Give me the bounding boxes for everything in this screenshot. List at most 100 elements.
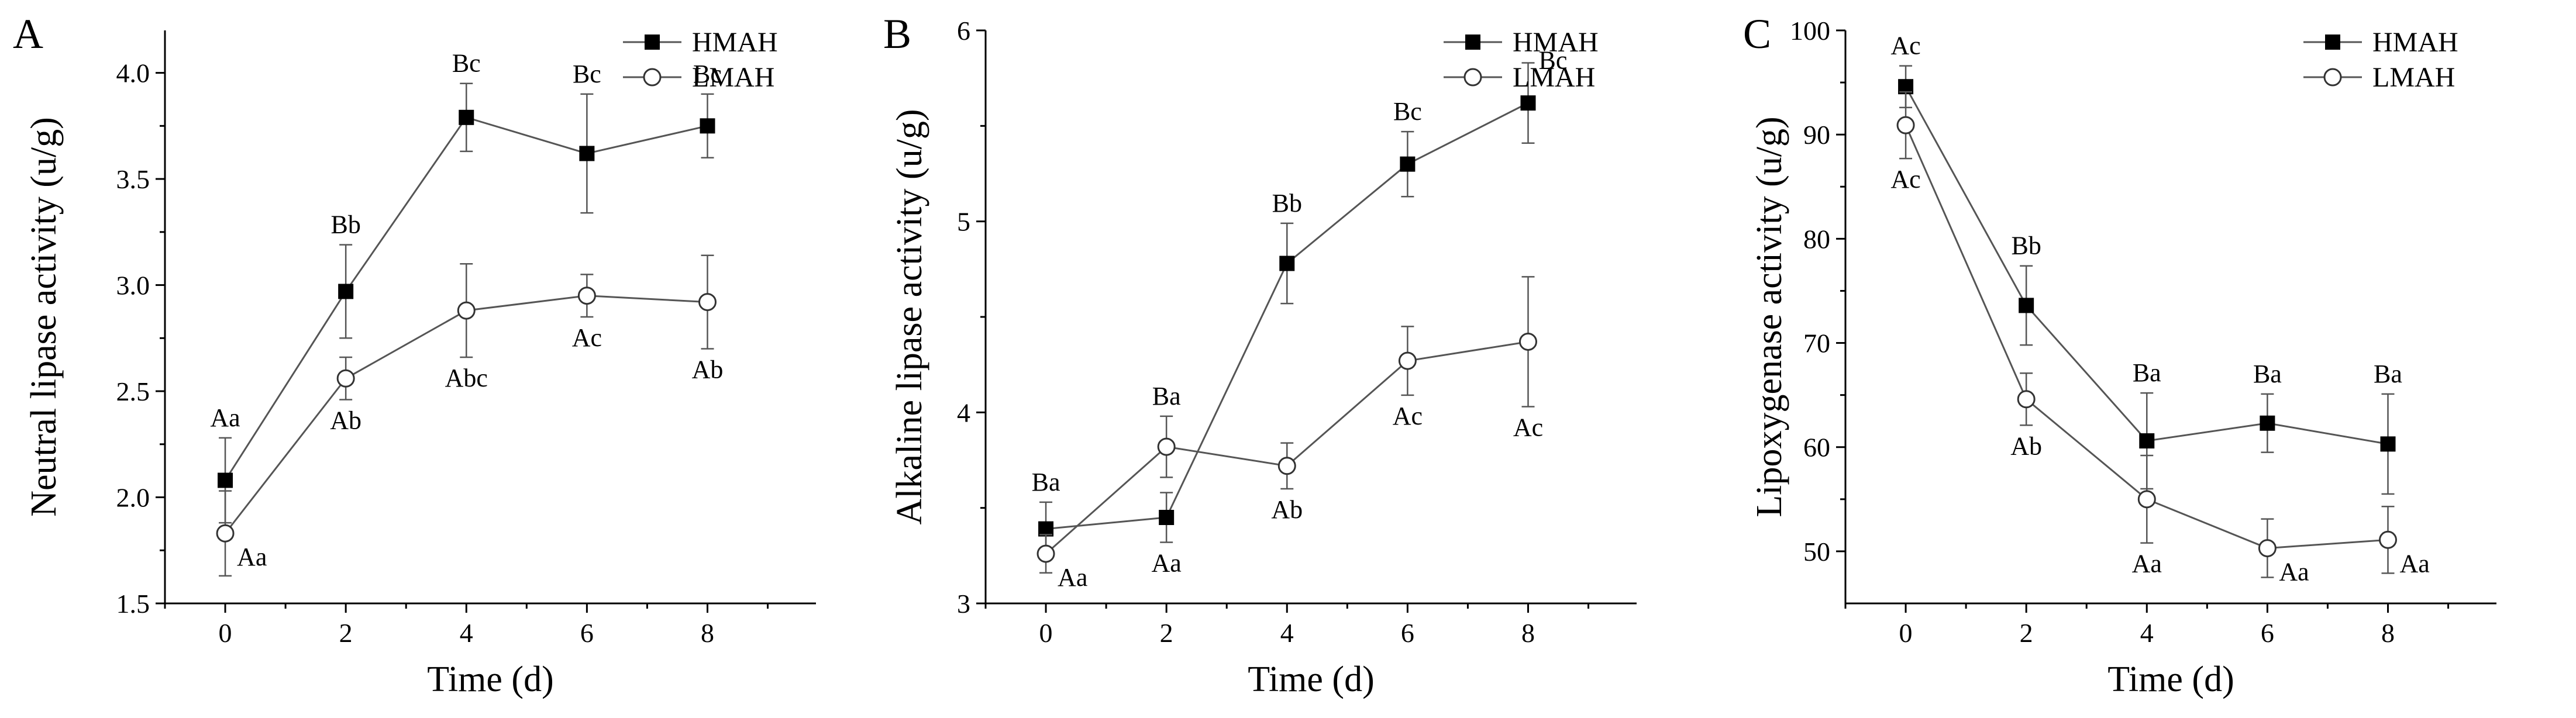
data-point-circle — [1277, 457, 1296, 475]
significance-label: Ac — [1513, 413, 1543, 442]
data-point-square — [2139, 433, 2155, 449]
data-point-square — [218, 472, 233, 488]
y-tick-label: 50 — [1803, 537, 1830, 567]
legend-item-lmah: LMAH — [623, 62, 774, 93]
significance-label: Aa — [2279, 558, 2309, 586]
legend-marker-square — [1465, 34, 1480, 50]
x-tick-label: 0 — [1899, 618, 1913, 648]
y-tick-label: 60 — [1803, 433, 1830, 462]
x-tick-label: 4 — [460, 618, 473, 648]
y-tick-label: 80 — [1803, 224, 1830, 254]
data-point-circle — [216, 524, 235, 543]
series-lmah: Ac Ab Aa Aa Aa — [1890, 91, 2430, 586]
data-point-square — [1520, 95, 1536, 111]
legend-item-hmah: HMAH — [623, 27, 778, 58]
significance-label: Aa — [2132, 550, 2162, 578]
y-axis-title: Lipoxygenase activity (u/g) — [1750, 116, 1789, 517]
data-point-circle — [2017, 390, 2036, 409]
y-tick-label: 4 — [957, 398, 970, 427]
legend-marker-circle — [1463, 68, 1482, 87]
legend-label: LMAH — [692, 62, 774, 93]
significance-label: Ab — [692, 355, 724, 384]
x-tick-label: 2 — [339, 618, 353, 648]
significance-label: Bb — [1272, 189, 1302, 218]
x-tick-label: 4 — [2140, 618, 2154, 648]
data-point-circle — [577, 286, 596, 305]
x-tick-label: 2 — [2020, 618, 2033, 648]
legend-label: HMAH — [2372, 27, 2458, 58]
data-point-circle — [1519, 332, 1537, 351]
significance-label: Bc — [452, 49, 481, 78]
significance-label: Ba — [2253, 360, 2282, 388]
data-point-square — [2019, 298, 2034, 313]
x-tick-label: 8 — [701, 618, 714, 648]
x-tick-label: 6 — [580, 618, 594, 648]
panel-letter: B — [883, 11, 911, 57]
data-point-circle — [1398, 351, 1417, 370]
legend-label: HMAH — [692, 27, 778, 58]
x-tick-label: 4 — [1280, 618, 1294, 648]
significance-label: Ab — [330, 406, 361, 435]
y-tick-label: 3.5 — [116, 164, 150, 194]
y-tick-label: 5 — [957, 207, 970, 237]
legend-marker-square — [645, 34, 660, 50]
significance-label: Ba — [2133, 358, 2161, 387]
y-tick-label: 2.5 — [116, 377, 150, 406]
data-point-square — [459, 109, 474, 125]
significance-label: Ab — [1271, 495, 1303, 524]
data-point-square — [700, 118, 715, 134]
x-tick-label: 0 — [219, 618, 232, 648]
series-lmah: Aa Ab Abc Ac Ab — [216, 254, 724, 577]
data-point-circle — [2379, 530, 2397, 549]
significance-label: Aa — [1152, 548, 1182, 577]
significance-label: Aa — [2400, 549, 2430, 578]
significance-label: Bc — [693, 60, 722, 88]
y-axis-title: Alkaline lipase activity (u/g) — [890, 109, 929, 524]
data-point-circle — [1157, 437, 1176, 456]
chart-panel-b: B 3 4 5 6 0 2 4 6 8 Time (d) Alkaline lipase activi… — [883, 11, 1637, 699]
x-tick-label: 8 — [1521, 618, 1535, 648]
y-tick-label: 4.0 — [116, 58, 150, 88]
x-axis-title: Time (d) — [1248, 660, 1374, 699]
legend-item-lmah: LMAH — [1444, 62, 1595, 93]
series-hmah: Aa Bb Bc Bc Bc — [210, 49, 722, 524]
significance-label: Bc — [1393, 97, 1422, 126]
significance-label: Ba — [2374, 360, 2402, 388]
data-point-square — [338, 284, 354, 299]
significance-label: Bc — [1539, 46, 1568, 75]
significance-label: Ac — [1393, 402, 1423, 430]
significance-label: Bb — [330, 210, 360, 239]
significance-label: Aa — [237, 543, 267, 571]
legend-marker-square — [2325, 34, 2340, 50]
data-point-circle — [336, 369, 355, 388]
significance-label: Ba — [1152, 382, 1181, 410]
data-point-circle — [698, 293, 717, 312]
x-tick-label: 6 — [2261, 618, 2274, 648]
y-tick-label: 100 — [1790, 16, 1830, 46]
y-tick-label: 6 — [957, 16, 970, 46]
significance-label: Aa — [210, 403, 240, 432]
data-point-square — [1279, 256, 1295, 271]
data-point-circle — [2258, 539, 2277, 558]
y-axis-title: Neutral lipase activity (u/g) — [24, 117, 64, 516]
data-point-square — [579, 146, 595, 161]
y-tick-label: 70 — [1803, 329, 1830, 358]
panel-letter: A — [13, 11, 43, 57]
significance-label: Bb — [2011, 232, 2041, 260]
x-tick-label: 8 — [2381, 618, 2395, 648]
series-lmah: Aa Ba Ab Ac Ac — [1036, 276, 1543, 592]
y-tick-label: 3 — [957, 589, 970, 619]
data-point-square — [1400, 156, 1416, 172]
y-tick-label: 2.0 — [116, 483, 150, 513]
y-tick-label: 3.0 — [116, 271, 150, 301]
data-point-circle — [2137, 490, 2156, 509]
significance-label: Ba — [1032, 468, 1060, 496]
significance-label: Ac — [1890, 32, 1920, 60]
legend-item-hmah: HMAH — [2303, 27, 2458, 58]
x-tick-label: 2 — [1160, 618, 1173, 648]
data-point-circle — [1036, 544, 1055, 563]
legend-item-hmah: HMAH — [1444, 27, 1599, 58]
series-line — [1905, 86, 2388, 445]
legend-marker-circle — [643, 68, 662, 87]
